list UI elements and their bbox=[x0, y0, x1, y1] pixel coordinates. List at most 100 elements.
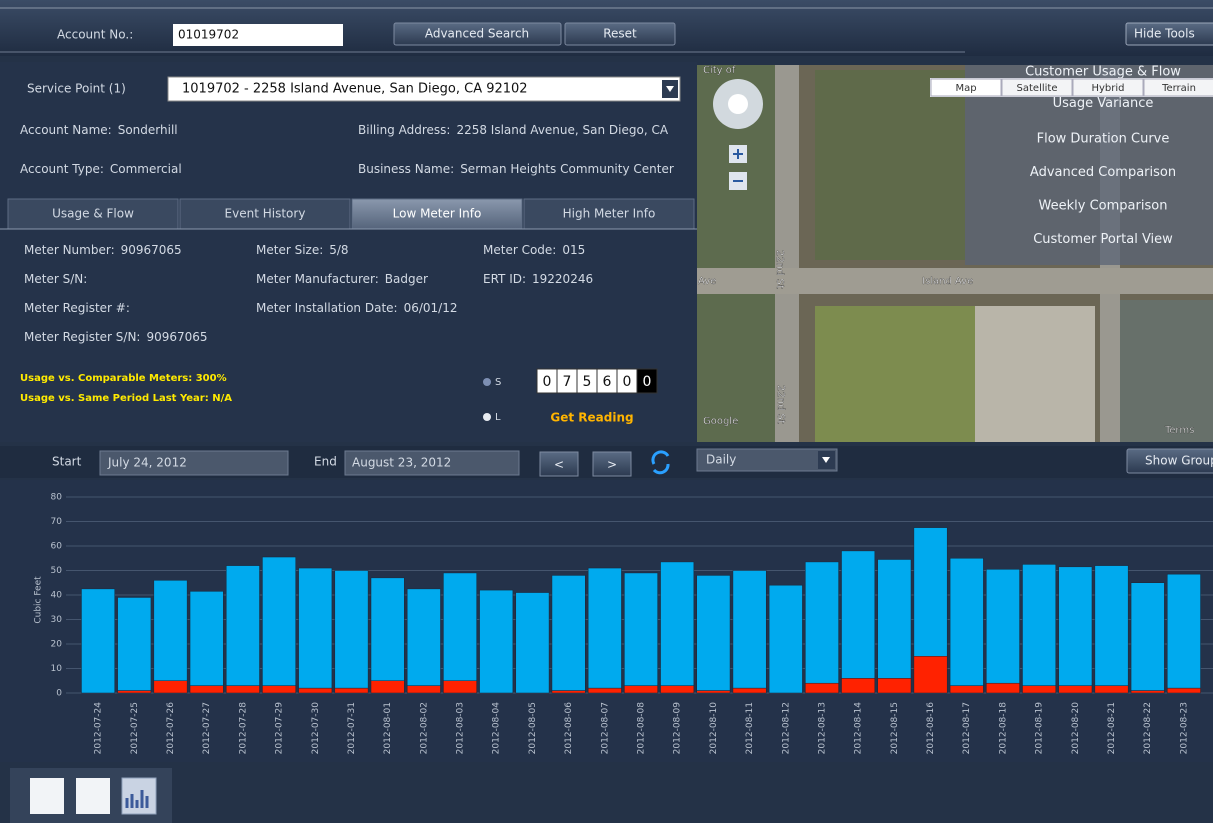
account-field-value: 2258 Island Avenue, San Diego, CA bbox=[456, 123, 668, 137]
bar-segment[interactable] bbox=[371, 578, 404, 681]
bar-segment[interactable] bbox=[588, 688, 621, 693]
bar-segment[interactable] bbox=[661, 562, 694, 686]
radio-label[interactable]: S bbox=[495, 377, 501, 388]
bar-segment[interactable] bbox=[733, 688, 766, 693]
tools-menu-item[interactable]: Customer Portal View bbox=[1033, 232, 1173, 247]
bar-segment[interactable] bbox=[262, 557, 295, 686]
prev-button[interactable]: < bbox=[540, 452, 578, 476]
bar-segment[interactable] bbox=[299, 568, 332, 688]
bar-segment[interactable] bbox=[118, 691, 151, 693]
interval-value[interactable]: Daily bbox=[706, 453, 736, 467]
end-date[interactable]: August 23, 2012 bbox=[352, 456, 451, 470]
bar-segment[interactable] bbox=[118, 597, 151, 690]
bar-segment[interactable] bbox=[805, 683, 838, 693]
tools-menu-item[interactable]: Flow Duration Curve bbox=[1037, 132, 1170, 147]
button-label[interactable]: Reset bbox=[603, 27, 637, 41]
bar-segment[interactable] bbox=[1095, 686, 1128, 693]
bar-segment[interactable] bbox=[914, 528, 947, 657]
bar-segment[interactable] bbox=[335, 688, 368, 693]
button-label[interactable]: Advanced Search bbox=[425, 27, 529, 41]
bar-segment[interactable] bbox=[226, 566, 259, 686]
bar-segment[interactable] bbox=[1059, 686, 1092, 693]
bar-segment[interactable] bbox=[407, 589, 440, 686]
bar-segment[interactable] bbox=[1059, 567, 1092, 686]
chart-type-icon[interactable] bbox=[30, 778, 64, 814]
bar-segment[interactable] bbox=[1131, 691, 1164, 693]
tools-menu-item[interactable]: Weekly Comparison bbox=[1039, 199, 1168, 214]
chart-type-icon[interactable] bbox=[76, 778, 110, 814]
tab-label[interactable]: High Meter Info bbox=[563, 207, 656, 221]
bar-segment[interactable] bbox=[697, 575, 730, 690]
bar-segment[interactable] bbox=[226, 686, 259, 693]
button-label[interactable]: Show Group bbox=[1145, 454, 1213, 468]
button[interactable]: Hide Tools bbox=[1126, 23, 1213, 45]
bar-segment[interactable] bbox=[1022, 564, 1055, 685]
tab-label[interactable]: Event History bbox=[225, 207, 306, 221]
tools-menu-item[interactable]: Advanced Comparison bbox=[1030, 165, 1176, 180]
bar-segment[interactable] bbox=[914, 656, 947, 693]
button-label[interactable]: > bbox=[607, 458, 617, 472]
bar-segment[interactable] bbox=[1022, 686, 1055, 693]
bar-segment[interactable] bbox=[950, 686, 983, 693]
bar-segment[interactable] bbox=[697, 691, 730, 693]
bar-segment[interactable] bbox=[335, 571, 368, 689]
bar-segment[interactable] bbox=[1131, 583, 1164, 691]
bar-segment[interactable] bbox=[81, 589, 114, 693]
bar-segment[interactable] bbox=[516, 593, 549, 693]
bar-segment[interactable] bbox=[950, 558, 983, 685]
chart-type-icon-active[interactable] bbox=[122, 778, 156, 814]
bar-segment[interactable] bbox=[769, 585, 802, 693]
button[interactable]: Advanced Search bbox=[394, 23, 561, 45]
bar-segment[interactable] bbox=[624, 686, 657, 693]
map-type-label[interactable]: Terrain bbox=[1161, 83, 1196, 94]
bar-segment[interactable] bbox=[986, 683, 1019, 693]
bar-segment[interactable] bbox=[842, 551, 875, 678]
bar-segment[interactable] bbox=[299, 688, 332, 693]
button[interactable]: Reset bbox=[565, 23, 675, 45]
bar-segment[interactable] bbox=[371, 681, 404, 693]
map-type-label[interactable]: Satellite bbox=[1017, 83, 1058, 94]
radio-label[interactable]: L bbox=[495, 412, 501, 423]
map-pan-center[interactable] bbox=[728, 94, 748, 114]
radio[interactable] bbox=[483, 378, 491, 386]
bar-segment[interactable] bbox=[1095, 566, 1128, 686]
radio[interactable] bbox=[483, 413, 491, 421]
map-type-label[interactable]: Map bbox=[955, 83, 976, 94]
bar-segment[interactable] bbox=[480, 590, 513, 693]
button-label[interactable]: < bbox=[554, 458, 564, 472]
bar-segment[interactable] bbox=[878, 678, 911, 693]
get-reading[interactable]: Get Reading bbox=[550, 411, 633, 425]
tools-menu-item[interactable]: Customer Usage & Flow bbox=[1025, 65, 1181, 80]
button-label[interactable]: Hide Tools bbox=[1134, 27, 1195, 41]
bar-segment[interactable] bbox=[190, 591, 223, 685]
bar-segment[interactable] bbox=[661, 686, 694, 693]
map-type-label[interactable]: Hybrid bbox=[1091, 83, 1124, 94]
bar-segment[interactable] bbox=[443, 681, 476, 693]
start-date[interactable]: July 24, 2012 bbox=[107, 456, 187, 470]
bar-segment[interactable] bbox=[986, 569, 1019, 683]
bar-segment[interactable] bbox=[552, 691, 585, 693]
bar-segment[interactable] bbox=[733, 571, 766, 689]
bar-segment[interactable] bbox=[552, 575, 585, 690]
bar-segment[interactable] bbox=[154, 681, 187, 693]
bar-segment[interactable] bbox=[154, 580, 187, 680]
bar-segment[interactable] bbox=[878, 559, 911, 678]
tools-menu-item[interactable]: Usage Variance bbox=[1053, 96, 1154, 111]
bar-segment[interactable] bbox=[407, 686, 440, 693]
bar-segment[interactable] bbox=[190, 686, 223, 693]
bar-segment[interactable] bbox=[805, 562, 838, 683]
bar-segment[interactable] bbox=[262, 686, 295, 693]
next-button[interactable]: > bbox=[593, 452, 631, 476]
button[interactable]: Show Group bbox=[1127, 449, 1213, 473]
account-number[interactable]: 01019702 bbox=[178, 28, 239, 42]
bar-segment[interactable] bbox=[624, 573, 657, 686]
bar-segment[interactable] bbox=[588, 568, 621, 688]
bar-segment[interactable] bbox=[443, 573, 476, 681]
tab-label[interactable]: Low Meter Info bbox=[393, 207, 482, 221]
tab-label[interactable]: Usage & Flow bbox=[52, 207, 134, 221]
service-point-value[interactable]: 1019702 - 2258 Island Avenue, San Diego,… bbox=[182, 82, 528, 97]
bar-segment[interactable] bbox=[1167, 688, 1200, 693]
account-field: Account Type:Commercial bbox=[20, 162, 182, 176]
bar-segment[interactable] bbox=[1167, 574, 1200, 688]
bar-segment[interactable] bbox=[842, 678, 875, 693]
